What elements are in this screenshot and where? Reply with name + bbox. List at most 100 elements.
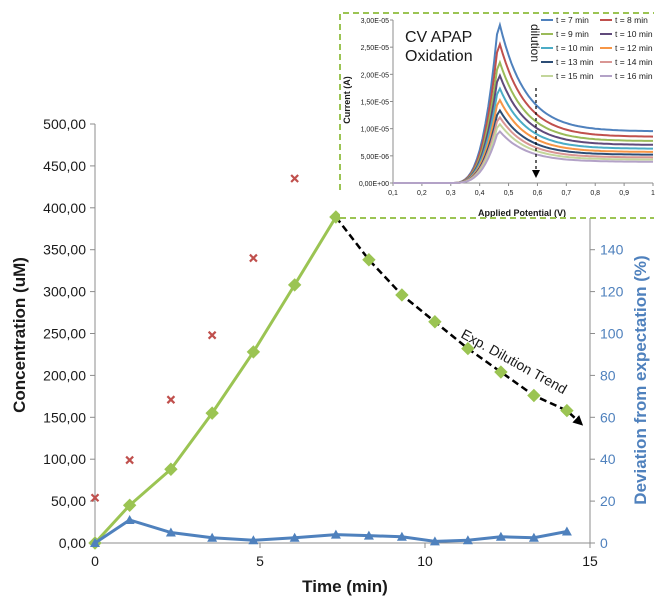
- measured-point: [329, 210, 343, 224]
- inset-series: [393, 21, 654, 184]
- inset-legend-label: t = 10 min: [556, 43, 594, 53]
- inset-legend-label: t = 8 min: [615, 15, 648, 25]
- inset-legend-label: t = 14 min: [615, 57, 653, 67]
- inset-y-tick-label: 0,00E+00: [359, 181, 389, 188]
- deviation-point: [495, 531, 506, 541]
- expected-point: [90, 493, 100, 503]
- inset-legend-label: t = 10 min: [615, 29, 653, 39]
- deviation-point: [207, 532, 218, 542]
- measured-point: [164, 462, 178, 476]
- measured-point: [494, 365, 508, 379]
- y-tick-label: 350,00: [43, 242, 86, 258]
- y2-tick-label: 140: [600, 242, 624, 258]
- inset-border: [339, 12, 654, 219]
- y-tick-label: 500,00: [43, 116, 86, 132]
- y-tick-label: 0,00: [59, 535, 86, 551]
- measured-point: [527, 388, 541, 403]
- deviation-point: [363, 530, 374, 540]
- dilution-trend-annotation: Exp. Dilution Trend: [459, 326, 570, 397]
- inset-x-tick-label: 0,1: [388, 190, 398, 197]
- measured-point: [205, 406, 219, 420]
- expected-point: [125, 455, 134, 465]
- inset-y-tick-label: 5,00E-06: [361, 154, 390, 161]
- inset-legend-label: t = 9 min: [556, 29, 589, 39]
- x-tick-label: 10: [417, 553, 433, 569]
- deviation-point: [528, 532, 539, 542]
- inset-y-tick-label: 2,50E-05: [361, 45, 390, 52]
- deviation-point: [330, 529, 341, 539]
- x-tick-label: 5: [256, 553, 264, 569]
- deviation-point: [124, 514, 135, 524]
- inset-x-tick-label: 0,7: [561, 190, 571, 197]
- inset-title-line-2: Oxidation: [405, 48, 473, 65]
- y2-tick-label: 0: [600, 535, 608, 551]
- inset-legend-label: t = 16 min: [615, 71, 653, 81]
- y-tick-label: 150,00: [43, 409, 86, 425]
- deviation-point: [561, 526, 572, 536]
- x-axis-title: Time (min): [302, 577, 388, 596]
- deviation-point: [248, 535, 259, 545]
- y2-axis-title: Deviation from expectation (%): [631, 255, 650, 504]
- measured-point: [560, 403, 574, 418]
- inset-dilution-arrowhead: [532, 170, 540, 178]
- inset-y-tick-label: 1,50E-05: [361, 100, 390, 107]
- inset-y-tick-label: 3,00E-05: [361, 18, 390, 25]
- measured-point: [428, 315, 442, 329]
- inset-y-tick-label: 1,00E-05: [361, 127, 390, 134]
- y-tick-label: 250,00: [43, 326, 86, 342]
- measured-line: [93, 216, 338, 545]
- dilution-trend-arrow: [334, 216, 584, 426]
- y2-tick-label: 20: [600, 493, 616, 509]
- measured-point: [122, 498, 137, 512]
- measured-point: [287, 278, 302, 292]
- inset-x-tick-label: 0,8: [590, 190, 600, 197]
- inset-legend: t = 7 min t = 8 min t = 9 min t = 10 min t =…: [541, 15, 653, 81]
- main-chart-series: [88, 174, 584, 550]
- deviation-point: [429, 536, 440, 546]
- y-tick-label: 300,00: [43, 284, 86, 300]
- y2-tick-label: 100: [600, 326, 624, 342]
- measured-point: [395, 288, 409, 302]
- inset-x-tick-label: 0,9: [619, 190, 629, 197]
- x-tick-label: 0: [91, 553, 99, 569]
- deviation-point: [289, 532, 300, 542]
- expected-point: [290, 174, 299, 183]
- y-tick-label: 50,00: [51, 493, 86, 509]
- inset-x-tick-label: 1: [651, 190, 655, 197]
- inset-x-tick-label: 0,5: [504, 190, 514, 197]
- measured-point: [461, 341, 475, 356]
- inset-series-line: [393, 130, 653, 184]
- inset-y-axis-title: Current (A): [342, 76, 352, 124]
- inset-x-tick-label: 0,4: [475, 190, 485, 197]
- x-tick-label: 15: [582, 553, 598, 569]
- inset-legend-label: t = 12 min: [615, 43, 653, 53]
- deviation-point: [90, 538, 100, 547]
- expected-point: [249, 253, 258, 263]
- y2-tick-label: 80: [600, 367, 616, 383]
- y-axis-title: Concentration (uM): [10, 257, 29, 413]
- expected-point: [207, 330, 217, 340]
- inset-x-tick-label: 0,3: [446, 190, 456, 197]
- inset-axes: 0,00E+00 5,00E-06 1,00E-05 1,50E-05 2,00E-05…: [359, 18, 655, 197]
- inset-dilution-annotation: dilution: [528, 24, 542, 62]
- inset-cv-chart: 0,00E+00 5,00E-06 1,00E-05 1,50E-05 2,00E-05…: [339, 12, 655, 219]
- measured-point: [246, 345, 261, 359]
- measured-point: [362, 253, 376, 267]
- inset-title-line-1: CV APAP: [405, 29, 472, 46]
- y2-tick-label: 40: [600, 451, 616, 467]
- deviation-point: [165, 527, 176, 537]
- main-chart-axes: 0,00 50,00 100,00 150,00 200,00 250,00 300,00 3…: [43, 116, 623, 569]
- y2-tick-label: 60: [600, 409, 616, 425]
- expected-point: [166, 395, 176, 404]
- inset-x-axis-title: Applied Potential (V): [478, 208, 566, 218]
- inset-x-tick-label: 0,6: [533, 190, 543, 197]
- y2-tick-label: 120: [600, 284, 624, 300]
- inset-legend-label: t = 15 min: [556, 71, 594, 81]
- inset-legend-label: t = 13 min: [556, 57, 594, 67]
- inset-legend-label: t = 7 min: [556, 15, 589, 25]
- inset-x-tick-label: 0,2: [417, 190, 427, 197]
- deviation-line: [94, 518, 568, 545]
- deviation-point: [462, 535, 473, 545]
- inset-y-tick-label: 2,00E-05: [361, 72, 390, 79]
